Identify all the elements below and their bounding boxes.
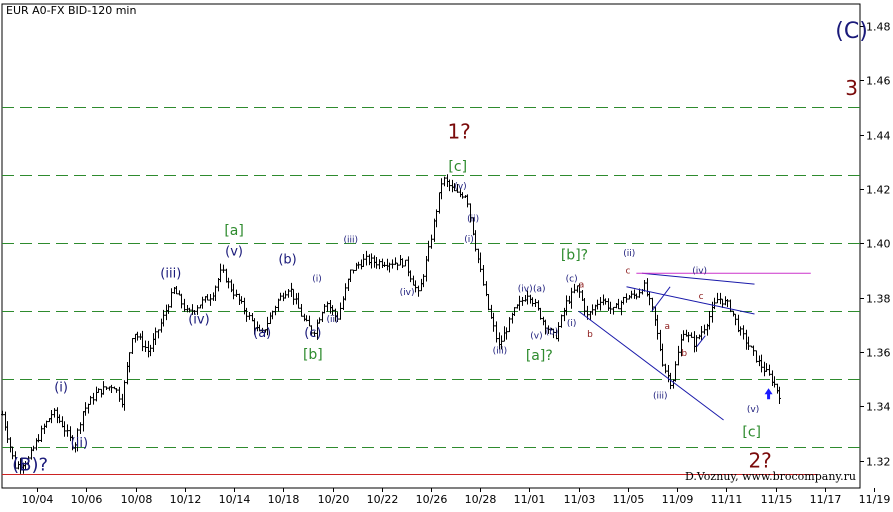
wave-label: (c) bbox=[566, 274, 578, 284]
y-tick-label: 1.42 bbox=[866, 184, 891, 197]
x-tick-label: 11/03 bbox=[564, 493, 596, 506]
x-tick-label: 10/06 bbox=[71, 493, 103, 506]
price-bars bbox=[1, 174, 781, 474]
wave-label: (C) bbox=[835, 19, 868, 44]
wave-label: b bbox=[587, 330, 593, 340]
x-tick-label: 11/05 bbox=[613, 493, 645, 506]
wave-label: (iii) bbox=[653, 391, 668, 401]
wave-label: (v) bbox=[225, 245, 243, 260]
wave-label: (iii) bbox=[160, 266, 181, 281]
wave-label: 1? bbox=[447, 120, 470, 144]
y-axis: 1.32 1.34 1.36 1.38 1.40 1.42 1.44 1.46 1.48 bbox=[860, 21, 891, 469]
y-tick-label: 1.48 bbox=[866, 21, 891, 34]
x-tick-label: 10/22 bbox=[367, 493, 399, 506]
x-tick-label: 10/20 bbox=[318, 493, 350, 506]
wave-label: (i) bbox=[567, 319, 577, 329]
wave-label: (ii) bbox=[327, 315, 339, 325]
wave-label: (v) bbox=[747, 405, 759, 415]
wave-label: (b) bbox=[278, 253, 296, 268]
up-arrow-icon bbox=[764, 388, 773, 400]
wave-label: 3 bbox=[845, 76, 858, 100]
wave-label: a bbox=[665, 322, 671, 332]
wave-label: c bbox=[699, 292, 704, 302]
y-tick-label: 1.38 bbox=[866, 293, 891, 306]
wave-label: (ii) bbox=[71, 436, 88, 451]
wave-label: (iv) bbox=[188, 312, 209, 327]
wave-label: (ii) bbox=[467, 215, 479, 225]
wave-label: (iii) bbox=[344, 236, 359, 246]
wave-label: (i) bbox=[54, 380, 68, 395]
wave-label: (i) bbox=[312, 274, 322, 284]
wave-label: a bbox=[579, 280, 585, 290]
wave-label: (c) bbox=[304, 326, 321, 341]
x-tick-label: 10/04 bbox=[22, 493, 54, 506]
wave-label: (i) bbox=[464, 235, 474, 245]
wave-label: (iii) bbox=[493, 346, 508, 356]
trend-lines bbox=[578, 272, 811, 421]
wave-label: (iv) bbox=[518, 285, 533, 295]
trend-line bbox=[696, 335, 706, 347]
wave-label: c bbox=[625, 267, 630, 277]
x-tick-label: 11/17 bbox=[810, 493, 842, 506]
trend-line bbox=[578, 310, 724, 421]
wave-label: [a]? bbox=[526, 348, 553, 364]
y-tick-label: 1.40 bbox=[866, 238, 891, 251]
wave-label: (ii) bbox=[623, 249, 635, 259]
chart-title: EUR A0-FX BID-120 min bbox=[6, 4, 136, 17]
wave-label: (a) bbox=[533, 285, 546, 295]
wave-label: (B)? bbox=[12, 454, 48, 475]
wave-label: (b) bbox=[546, 327, 559, 337]
wave-label: (v) bbox=[454, 182, 466, 192]
wave-label: [b]? bbox=[561, 248, 588, 264]
y-tick-label: 1.34 bbox=[866, 401, 891, 414]
wave-label: (v) bbox=[530, 331, 542, 341]
x-tick-label: 11/09 bbox=[662, 493, 694, 506]
wave-label: 2? bbox=[748, 449, 771, 473]
wave-label: [c] bbox=[448, 159, 467, 175]
y-tick-label: 1.44 bbox=[866, 130, 891, 143]
wave-label: (iv) bbox=[692, 267, 707, 277]
x-tick-label: 11/11 bbox=[711, 493, 743, 506]
horizontal-levels bbox=[2, 107, 860, 475]
x-tick-label: 10/28 bbox=[465, 493, 497, 506]
wave-label: [b] bbox=[303, 347, 323, 363]
x-tick-label: 10/12 bbox=[170, 493, 202, 506]
wave-label: [a] bbox=[224, 223, 244, 239]
x-tick-label: 10/18 bbox=[268, 493, 300, 506]
wave-labels: (C)31?[c](v)[a](v)(b)(iii)(iv)(a) (c)[b](… bbox=[12, 19, 868, 475]
x-tick-label: 11/19 bbox=[859, 493, 891, 506]
trend-line bbox=[651, 286, 671, 312]
wave-label: (a) bbox=[253, 326, 271, 341]
y-tick-label: 1.46 bbox=[866, 75, 891, 88]
x-tick-label: 10/08 bbox=[121, 493, 153, 506]
wave-label: [c] bbox=[742, 424, 761, 440]
author-credit: D.Voznuy, www.brocompany.ru bbox=[685, 470, 856, 483]
x-tick-label: 10/26 bbox=[416, 493, 448, 506]
wave-label: (iv) bbox=[400, 288, 415, 298]
wave-label: b bbox=[681, 349, 687, 359]
trend-line bbox=[641, 272, 755, 285]
x-tick-label: 11/15 bbox=[761, 493, 793, 506]
y-tick-label: 1.32 bbox=[866, 456, 891, 469]
x-tick-label: 10/14 bbox=[219, 493, 251, 506]
y-tick-label: 1.36 bbox=[866, 347, 891, 360]
trend-line bbox=[626, 286, 755, 315]
x-axis: 10/04 10/06 10/08 10/12 10/14 10/18 10/20 10/22… bbox=[22, 488, 891, 506]
x-tick-label: 11/01 bbox=[514, 493, 546, 506]
